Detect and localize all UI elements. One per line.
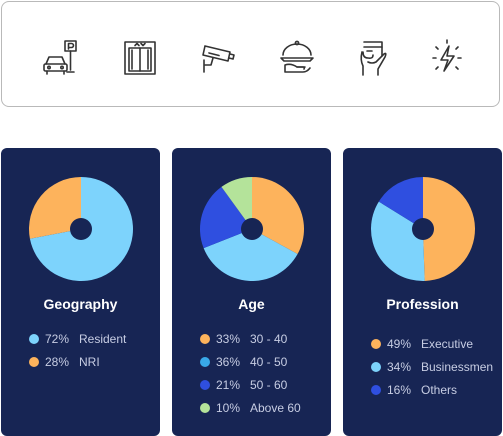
profession-title: Profession — [386, 296, 459, 312]
legend-dot — [200, 334, 210, 344]
legend-dot — [371, 385, 381, 395]
age-pie-chart — [200, 177, 304, 281]
pie-slice-others — [378, 177, 423, 229]
legend-label: Resident — [79, 332, 127, 346]
pie-center-hole — [70, 218, 92, 240]
elevator-icon — [120, 38, 160, 78]
profession-pie-chart — [371, 177, 476, 281]
legend-label: 40 - 50 — [250, 355, 288, 369]
parking-icon — [40, 38, 80, 78]
room-service-icon — [277, 38, 317, 78]
legend-dot — [200, 380, 210, 390]
legend-label: 30 - 40 — [250, 332, 288, 346]
age-title: Age — [238, 296, 265, 312]
pie-slice-executive — [423, 177, 476, 281]
pie-center-hole — [412, 218, 434, 240]
geography-card: Geography 72% Resident 28% NRI — [1, 148, 160, 436]
power-backup-icon — [427, 38, 467, 78]
card-payment-icon — [354, 38, 394, 78]
pie-slice-50-60 — [200, 186, 252, 249]
pie-center-hole — [241, 218, 263, 240]
legend-label: Others — [421, 383, 458, 397]
legend-pct: 49% — [387, 337, 412, 351]
age-card: Age 33% 30 - 40 36% 40 - 50 21% 50 - 60 … — [172, 148, 331, 436]
legend-dot — [371, 339, 381, 349]
legend-pct: 33% — [216, 332, 241, 346]
pie-slice-40-50 — [203, 229, 298, 281]
geography-title: Geography — [43, 296, 118, 312]
pie-slice-30-40 — [252, 177, 304, 255]
legend-pct: 16% — [387, 383, 412, 397]
pie-slice-nri — [28, 177, 81, 239]
legend-dot — [200, 357, 210, 367]
legend-pct: 72% — [45, 332, 70, 346]
legend-label: NRI — [79, 355, 100, 369]
legend-pct: 36% — [216, 355, 241, 369]
legend-pct: 28% — [45, 355, 70, 369]
cctv-icon — [199, 38, 239, 78]
legend-label: 50 - 60 — [250, 378, 288, 392]
legend-label: Businessmen — [421, 360, 494, 374]
legend-dot — [200, 403, 210, 413]
pie-slice-businessmen — [371, 201, 425, 281]
amenities-panel — [1, 1, 500, 107]
legend-dot — [29, 334, 39, 344]
profession-card: Profession 49% Executive 34% Businessmen… — [343, 148, 502, 436]
legend-label: Above 60 — [250, 401, 301, 415]
legend-label: Executive — [421, 337, 474, 351]
legend-dot — [371, 362, 381, 372]
legend-pct: 34% — [387, 360, 412, 374]
legend-dot — [29, 357, 39, 367]
legend-pct: 10% — [216, 401, 241, 415]
legend-pct: 21% — [216, 378, 241, 392]
pie-slice-above-60 — [221, 177, 252, 229]
geography-pie-chart — [28, 177, 133, 281]
